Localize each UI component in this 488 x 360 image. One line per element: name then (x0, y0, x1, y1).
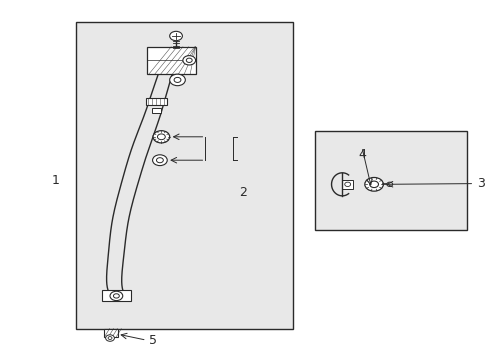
Text: 4: 4 (357, 148, 365, 161)
Circle shape (108, 337, 112, 339)
Bar (146, 98, 166, 105)
Circle shape (110, 291, 122, 301)
Circle shape (183, 56, 195, 65)
Circle shape (113, 294, 119, 298)
Bar (315, 131, 466, 230)
Text: 3: 3 (476, 177, 484, 190)
Circle shape (369, 181, 378, 188)
Bar (151, 108, 161, 113)
Bar (76, 22, 293, 329)
Circle shape (186, 58, 192, 63)
Bar (103, 329, 118, 337)
Text: 1: 1 (51, 174, 59, 186)
Text: 2: 2 (239, 186, 247, 199)
Bar (102, 290, 131, 301)
Text: 5: 5 (149, 334, 157, 347)
Circle shape (105, 335, 114, 341)
Bar (146, 47, 195, 74)
Circle shape (344, 182, 350, 186)
Circle shape (153, 131, 169, 143)
Circle shape (152, 155, 167, 166)
Bar (342, 180, 352, 189)
Circle shape (386, 182, 392, 186)
Circle shape (364, 177, 383, 191)
Circle shape (156, 158, 163, 163)
Circle shape (169, 31, 182, 41)
Circle shape (157, 134, 165, 140)
Circle shape (169, 74, 185, 86)
Circle shape (174, 77, 181, 82)
